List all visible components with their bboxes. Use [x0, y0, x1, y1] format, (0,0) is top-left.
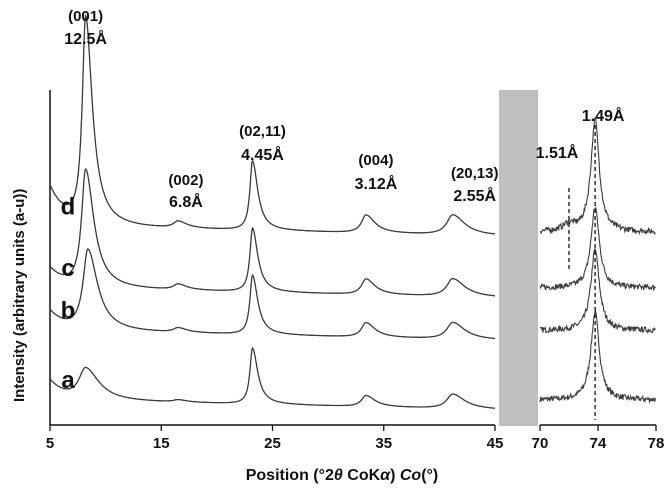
series-line-d	[49, 13, 495, 235]
reflection-d-label: 3.12Å	[355, 174, 398, 193]
inset-d-label: 1.51Å	[536, 143, 579, 162]
inset-series-line-c	[539, 206, 656, 292]
inset-d-label: 1.49Å	[582, 106, 625, 125]
x-axis-title-part: θ	[334, 467, 343, 484]
x-tick-label: 45	[487, 435, 504, 452]
peak-annotations: (001) 12.5Å (002) 6.8Å (02,11) 4.45Å (004) 3.12…	[64, 8, 625, 211]
inset-reference-lines	[568, 125, 596, 420]
inset-series-line-d	[539, 117, 656, 236]
series-label-a: a	[61, 367, 75, 394]
x-axis-title-part: (°)	[421, 467, 438, 484]
reflection-hkl-label: (001)	[68, 8, 103, 25]
x-axis-title: Position (°2θ CoKα) Co(°)	[246, 467, 439, 484]
inset-series-line-b	[539, 247, 656, 334]
reflection-hkl-label: (02,11)	[239, 123, 286, 140]
x-ticks-main: 5 15 25 35 45	[46, 425, 504, 452]
x-axis-title-part: )	[390, 467, 400, 484]
x-tick-label: 35	[375, 435, 392, 452]
reflection-hkl-label: (004)	[358, 152, 393, 169]
series-label-c: c	[61, 255, 74, 282]
inset-series-line-a	[539, 308, 656, 405]
axis-break-band	[499, 90, 538, 426]
series-labels: a bc d	[61, 193, 76, 394]
x-axis-title-part: CoK	[343, 467, 381, 484]
series-label-d: d	[61, 193, 76, 220]
series-line-a	[49, 346, 495, 409]
x-tick-label: 78	[648, 435, 665, 452]
reflection-hkl-label: (002)	[168, 172, 203, 189]
x-axis-title-part: Co	[400, 467, 422, 484]
series-line-c	[49, 168, 495, 297]
series-traces	[49, 13, 496, 409]
reflection-d-label: 2.55Å	[453, 186, 496, 205]
x-tick-label: 25	[264, 435, 281, 452]
reflection-d-label: 6.8Å	[169, 192, 203, 211]
y-axis-title: Intensity (arbitrary units (a-u))	[11, 189, 28, 402]
series-label-b: b	[61, 298, 76, 325]
reflection-hkl-label: (20,13)	[451, 165, 499, 182]
x-tick-label: 15	[153, 435, 170, 452]
reflection-d-label: 4.45Å	[241, 145, 284, 164]
x-axis-title-part: Position (°2	[246, 467, 334, 484]
inset-series-traces	[539, 117, 656, 405]
reflection-d-label: 12.5Å	[64, 29, 107, 48]
x-ticks-inset: 70 74 78	[532, 425, 665, 452]
x-tick-label: 5	[46, 435, 54, 452]
x-tick-label: 74	[590, 435, 607, 452]
x-axis-title-part: α	[380, 467, 391, 484]
series-line-b	[49, 248, 496, 340]
x-tick-label: 70	[532, 435, 549, 452]
